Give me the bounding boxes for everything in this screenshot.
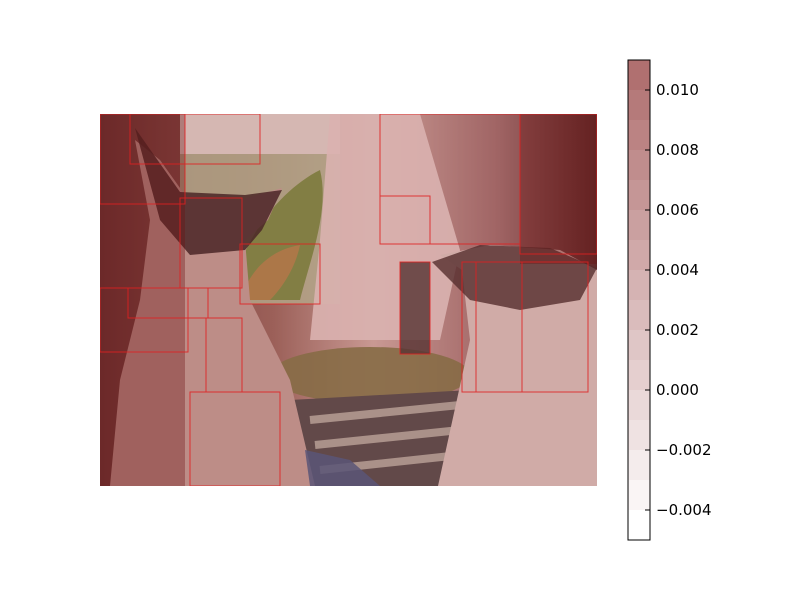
colorbar-band bbox=[628, 510, 650, 540]
high-saliency-left bbox=[100, 114, 185, 486]
colorbar-tick-label: −0.004 bbox=[656, 501, 712, 519]
colorbar-band bbox=[628, 90, 650, 120]
colorbar-band bbox=[628, 480, 650, 510]
jeans bbox=[305, 450, 380, 486]
heatmap-image bbox=[100, 114, 597, 486]
colorbar-band bbox=[628, 420, 650, 450]
cushion bbox=[270, 347, 470, 403]
colorbar-tick-label: 0.008 bbox=[656, 141, 699, 159]
colorbar-band bbox=[628, 360, 650, 390]
foliage bbox=[230, 170, 323, 300]
colorbar-tick-label: 0.004 bbox=[656, 261, 699, 279]
colorbar-band bbox=[628, 450, 650, 480]
colorbar-band bbox=[628, 270, 650, 300]
colorbar-band bbox=[628, 240, 650, 270]
colorbar-frame bbox=[627, 59, 651, 541]
colorbar-band bbox=[628, 150, 650, 180]
colorbar-band bbox=[628, 210, 650, 240]
colorbar-band bbox=[628, 60, 650, 90]
dark-box bbox=[400, 262, 430, 354]
right-dog-head bbox=[432, 245, 597, 310]
high-saliency-right bbox=[520, 114, 597, 264]
colorbar-bands bbox=[628, 60, 650, 540]
right-dog bbox=[438, 245, 597, 486]
colorbar-tick-label: 0.002 bbox=[656, 321, 699, 339]
colorbar-tick-label: 0.000 bbox=[656, 381, 699, 399]
colorbar-ticks: −0.004 −0.002 0.000 0.002 0.004 0.006 0.008 0.0… bbox=[645, 81, 712, 519]
colorbar-band bbox=[628, 300, 650, 330]
colorbar-band bbox=[628, 390, 650, 420]
colorbar-tick-label: 0.010 bbox=[656, 81, 699, 99]
colorbar-band bbox=[628, 330, 650, 360]
colorbar-band bbox=[628, 180, 650, 210]
left-dog bbox=[110, 140, 315, 486]
saliency-overlay bbox=[100, 114, 597, 486]
colorbar-band bbox=[628, 120, 650, 150]
colorbar: −0.004 −0.002 0.000 0.002 0.004 0.006 0.008 0.0… bbox=[627, 59, 712, 541]
left-dog-head bbox=[135, 128, 282, 255]
colorbar-tick-label: 0.006 bbox=[656, 201, 699, 219]
segment-boundaries bbox=[100, 114, 597, 486]
colorbar-tick-label: −0.002 bbox=[656, 441, 712, 459]
foliage-2 bbox=[240, 245, 300, 300]
